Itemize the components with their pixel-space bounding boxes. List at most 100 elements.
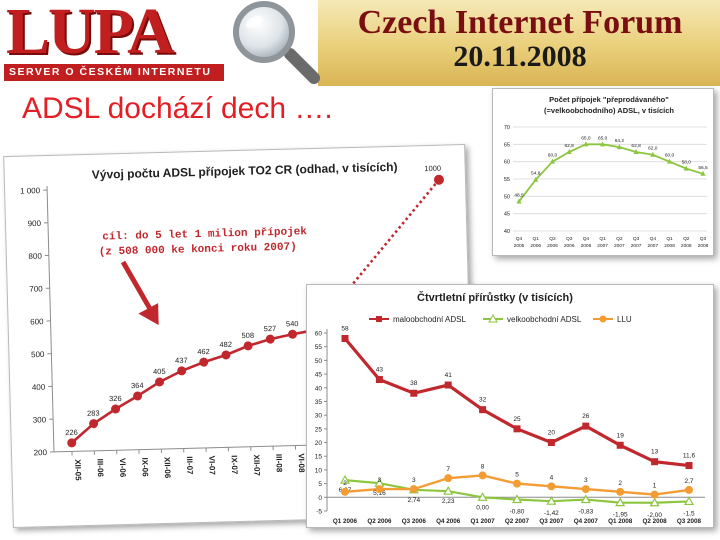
x-tick-label: Q2 [683,236,690,242]
y-tick-label: 60 [315,331,323,338]
x-tick-label: 2006 [547,243,558,249]
x-tick-label: Q3 2007 [539,518,564,525]
forum-date: 20.11.2008 [453,40,587,73]
x-tick-label: Q4 [583,236,590,242]
data-label: -0,83 [578,509,593,516]
data-point [221,350,231,360]
chart-title: Čtvrtletní přírůstky (v tisících) [417,291,573,304]
x-tick-label: Q4 2007 [574,518,599,525]
data-point [409,485,418,494]
legend-marker [376,316,382,322]
wholesale-chart-panel: Počet přípojek "přeprodávaného" (=velkoob… [492,88,714,256]
y-axis-line [46,185,55,452]
data-label: 5 [515,472,519,479]
y-tick-label: 35 [315,399,323,406]
data-label: 2,7 [684,478,693,485]
annotation-arrow-head [138,303,159,326]
data-point [177,366,187,376]
x-tick-label: Q2 2008 [643,518,668,525]
data-label: 60,0 [548,153,558,159]
data-label: 13 [651,449,659,456]
legend-label: maloobchodní ADSL [393,315,466,324]
data-label: 62,8 [565,143,575,149]
y-tick-label: 65 [504,142,510,148]
data-label: 56,5 [698,165,708,171]
x-tick-label: Q4 [650,236,657,242]
chart-title: Počet přípojek "přeprodávaného" [549,95,669,104]
y-tick-label: 50 [315,358,323,365]
y-tick-label: 40 [504,229,510,235]
forum-banner [318,0,720,86]
data-label: 19 [617,432,625,439]
y-tick-label: 45 [504,212,510,218]
x-tick-label: XII-07 [252,454,262,476]
slide-title: ADSL dochází dech …. [22,92,333,125]
data-label: 2 [618,480,622,487]
data-label: 3 [378,477,382,484]
data-point [67,438,77,448]
data-label: 462 [197,347,210,356]
x-tick-label: IX-07 [230,455,240,475]
x-tick-label: IX-06 [140,457,150,477]
data-label: 508 [241,331,254,340]
data-point [155,377,165,387]
logo-subtitle: SERVER O ČESKÉM INTERNETU [4,64,224,81]
y-tick-label: 900 [28,219,42,228]
data-label: 26 [582,413,590,420]
x-tick-label: 2006 [581,243,592,249]
data-point [650,490,659,499]
legend-label: velkoobchodní ADSL [507,315,582,324]
x-tick-label: Q4 [516,236,523,242]
data-point [549,158,556,164]
y-tick-label: 300 [33,415,47,424]
x-tick-label: Q4 2006 [436,518,461,525]
x-tick-label: Q1 [533,236,540,242]
x-tick-label: III-07 [185,456,194,475]
data-point [89,419,99,429]
x-tick-label: 2005 [514,243,525,249]
data-point [683,165,689,171]
data-point [375,376,383,384]
x-tick-label: XII-06 [163,457,173,479]
data-label: 482 [219,340,232,349]
y-tick-label: 500 [31,350,45,359]
x-tick-label: 2007 [647,243,658,249]
x-tick-label: Q1 2006 [333,518,358,525]
data-point [341,487,349,496]
x-tick-label: Q2 2007 [505,518,530,525]
data-point [547,439,555,447]
chart-title: Vývoj počtu ADSL přípojek TO2 CR (odhad,… [92,160,398,182]
x-tick-label: 2006 [564,243,575,249]
data-label: 25 [513,416,521,423]
x-tick-label: Q1 2007 [471,518,496,525]
data-point [650,151,656,157]
data-label: 226 [65,428,78,437]
series-line [518,143,704,203]
y-tick-label: 55 [315,344,323,351]
data-label: -1,5 [683,510,695,517]
data-label: 8 [481,463,485,470]
header-banner: LUPA SERVER O ČESKÉM INTERNETU Czech Int… [0,0,720,86]
data-label: 38 [410,380,418,387]
data-point [581,485,590,494]
annotation-line: (z 508 000 ke konci roku 2007) [99,241,297,258]
y-tick-label: 5 [318,481,322,488]
data-point [443,485,454,495]
data-label: 2,74 [407,497,420,504]
data-label: 5,16 [373,490,386,497]
data-point [265,334,275,344]
data-point [633,148,639,154]
x-tick-label: 2007 [614,243,625,249]
data-point [243,341,253,351]
x-tick-label: 2008 [698,243,709,249]
data-point [582,422,590,430]
data-point [683,496,695,506]
x-tick-label: 2008 [664,243,675,249]
data-point [651,458,659,466]
data-label: 32 [479,397,487,404]
legend-label: LLU [617,315,632,324]
legend-marker [599,315,607,323]
logo: LUPA [6,0,175,68]
data-label: 62,8 [631,143,641,149]
y-tick-label: 600 [30,317,44,326]
